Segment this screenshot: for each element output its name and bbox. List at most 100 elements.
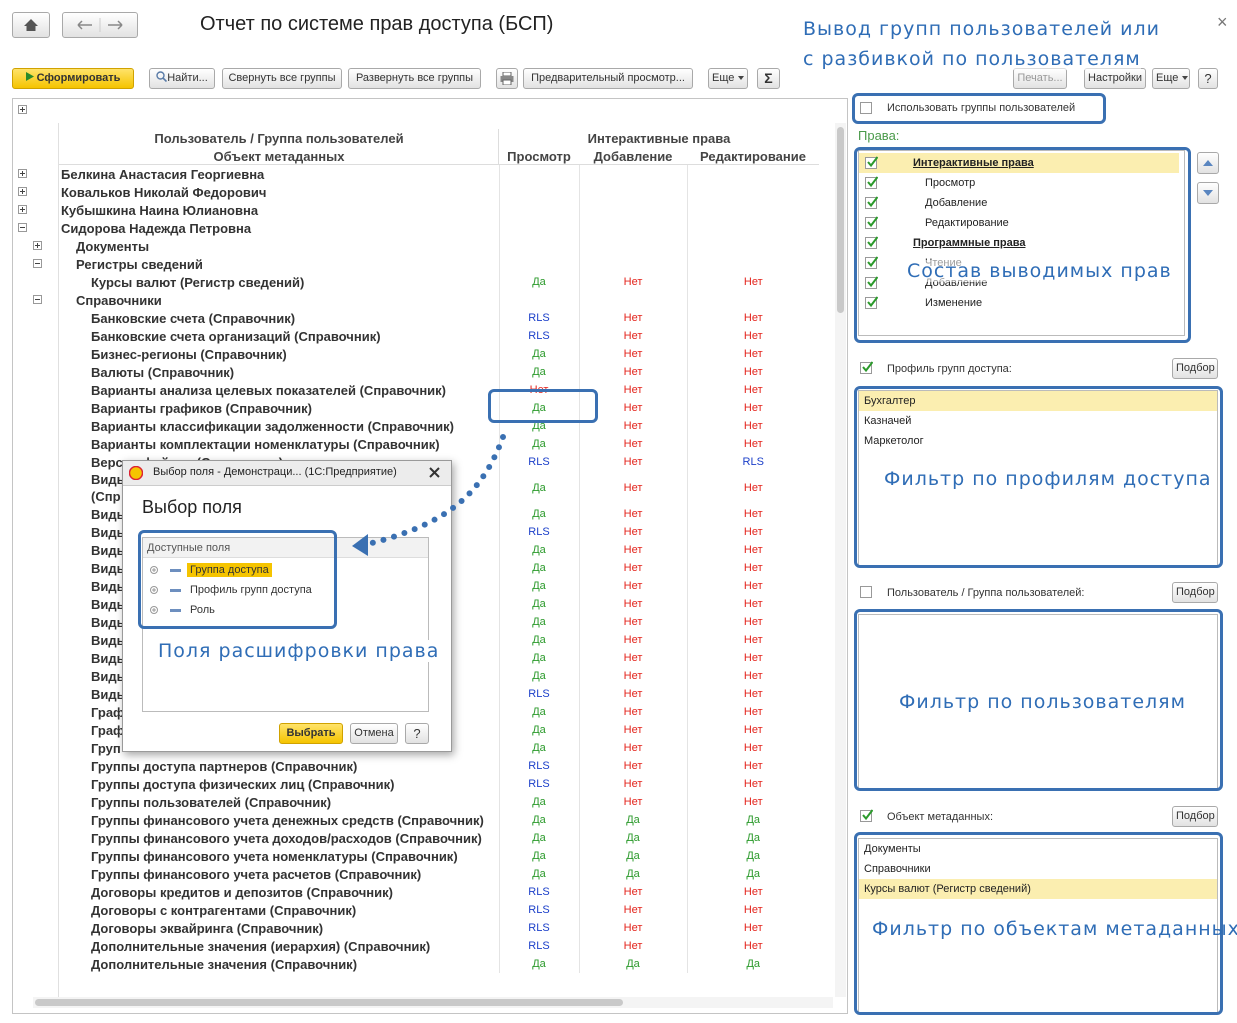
value-cell: Да (498, 739, 579, 757)
expand-all-icon[interactable] (18, 105, 27, 114)
tree-toggle[interactable] (18, 223, 27, 232)
value-cell (578, 201, 687, 219)
rights-group-row: Интерактивные права (859, 153, 1179, 173)
sum-button[interactable]: Σ (757, 68, 780, 89)
checkbox[interactable] (860, 361, 873, 374)
expand-all-button[interactable]: Развернуть все группы (348, 68, 481, 89)
pick-button[interactable]: Подбор (1172, 806, 1218, 827)
filter-item[interactable]: Справочники (864, 863, 931, 875)
right-value: Нет (623, 561, 643, 574)
tree-toggle[interactable] (33, 259, 42, 268)
dialog-help-button[interactable]: ? (405, 723, 429, 744)
right-value: Да (626, 957, 640, 970)
more-button[interactable]: Еще (708, 68, 748, 89)
home-button[interactable] (12, 12, 50, 38)
checkbox[interactable] (865, 176, 878, 189)
cancel-button[interactable]: Отмена (350, 723, 398, 744)
field-row[interactable]: Группа доступа (143, 560, 428, 580)
move-down-button[interactable] (1197, 182, 1219, 204)
filter-item[interactable]: Казначей (864, 415, 912, 427)
right-value: Нет (743, 777, 763, 790)
rights-item-row: Изменение (859, 293, 1179, 313)
row-label-cell: Группы финансового учета доходов/расходо… (59, 829, 499, 847)
checkbox[interactable] (865, 156, 878, 169)
value-cell: Нет (686, 505, 819, 523)
right-value: Нет (623, 383, 643, 396)
home-icon (24, 19, 38, 31)
report-row: Граф Да Нет Нет (13, 703, 819, 721)
close-button[interactable]: × (1217, 12, 1228, 32)
generate-button[interactable]: Сформировать (12, 68, 134, 89)
horizontal-scrollbar[interactable] (33, 997, 833, 1008)
find-button[interactable]: Найти... (149, 68, 215, 89)
checkbox[interactable] (860, 586, 872, 598)
checkbox[interactable] (865, 276, 878, 289)
pick-button[interactable]: Подбор (1172, 358, 1218, 379)
value-cell: Да (498, 541, 579, 559)
filter-item[interactable]: Документы (864, 843, 921, 855)
checkbox[interactable] (865, 196, 878, 209)
value-cell: Нет (578, 399, 687, 417)
right-value: Нет (743, 437, 763, 450)
tree-toggle[interactable] (33, 241, 42, 250)
nav-buttons[interactable] (62, 12, 138, 38)
rights-list: Интерактивные права Просмотр Добавление Ред… (858, 150, 1185, 336)
scroll-thumb[interactable] (837, 127, 844, 313)
checkbox[interactable] (865, 216, 878, 229)
right-value: Нет (743, 579, 763, 592)
annotation: Поля расшифровки права (158, 640, 440, 662)
field-row[interactable]: Профиль групп доступа (143, 580, 428, 600)
checkbox[interactable] (860, 102, 872, 114)
value-cell (686, 183, 819, 201)
annotation: с разбивкой по пользователям (803, 48, 1141, 70)
row-label-cell: Договоры с контрагентами (Справочник) (59, 901, 499, 919)
checkbox[interactable] (865, 296, 878, 309)
checkbox[interactable] (865, 256, 878, 269)
filter-item[interactable]: Курсы валют (Регистр сведений) (859, 879, 1217, 899)
row-label: Группы финансового учета номенклатуры (С… (91, 848, 458, 864)
filter-item[interactable]: Бухгалтер (859, 391, 1217, 411)
print-icon-button[interactable] (496, 68, 518, 89)
button-text: Еще (712, 72, 735, 84)
field-row[interactable]: Роль (143, 600, 428, 620)
dialog-close[interactable] (429, 467, 440, 478)
help-button[interactable]: ? (1198, 68, 1218, 89)
tree-toggle[interactable] (18, 187, 27, 196)
right-value: RLS (528, 939, 550, 952)
settings-button[interactable]: Настройки (1084, 68, 1146, 89)
right-value: Нет (743, 481, 763, 494)
checkbox[interactable] (865, 236, 878, 249)
value-cell: Да (578, 829, 687, 847)
tree-cell (13, 937, 59, 955)
tree-cell (13, 865, 59, 883)
row-label: Груп (91, 740, 121, 756)
preview-button[interactable]: Предварительный просмотр... (523, 68, 693, 89)
header-divider (498, 129, 499, 165)
tree-toggle[interactable] (18, 205, 27, 214)
annotation: Фильтр по объектам метаданных (872, 918, 1237, 940)
right-value: Да (746, 813, 761, 826)
checkbox[interactable] (860, 809, 873, 822)
pick-button[interactable]: Подбор (1172, 582, 1218, 603)
scroll-thumb[interactable] (35, 999, 623, 1006)
value-cell: Нет (578, 901, 687, 919)
vertical-scrollbar[interactable] (835, 123, 846, 997)
right-value: RLS (742, 455, 764, 468)
row-label-cell: Виды (59, 649, 499, 667)
right-value: Нет (743, 903, 763, 916)
tree-cell (13, 775, 59, 793)
tree-cell (13, 327, 59, 345)
row-label: Бизнес-регионы (Справочник) (91, 346, 287, 362)
tree-toggle[interactable] (33, 295, 42, 304)
more-right-button[interactable]: Еще (1152, 68, 1190, 89)
tree-toggle[interactable] (18, 169, 27, 178)
collapse-all-button[interactable]: Свернуть все группы (222, 68, 342, 89)
tree-cell (13, 577, 59, 595)
row-label-cell: Виды (59, 595, 499, 613)
value-cell: Нет (686, 685, 819, 703)
filter-item[interactable]: Маркетолог (864, 435, 924, 447)
move-up-button[interactable] (1197, 152, 1219, 174)
ok-button[interactable]: Выбрать (279, 723, 343, 744)
print-button[interactable]: Печать... (1013, 68, 1067, 89)
row-label-cell: Регистры сведений (59, 255, 499, 273)
